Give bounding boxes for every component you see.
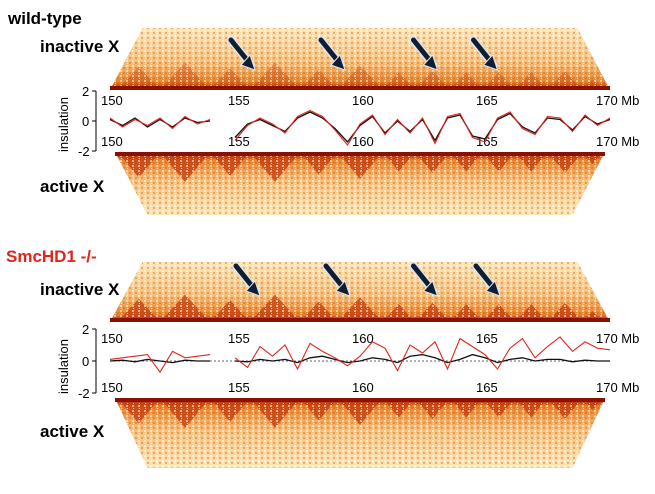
- x-tick-label-bottom: 165: [476, 380, 498, 395]
- arrow-icon: [472, 262, 501, 297]
- contact-map-texture: [110, 262, 610, 322]
- diagonal-band: [110, 86, 610, 90]
- x-tick-label-bottom: 160: [352, 380, 374, 395]
- insulation-track: 2 0 -2 insulation 150 155 160 165 170 Mb…: [56, 322, 639, 401]
- series-line-inactive: [109, 109, 611, 146]
- x-tick-label-bottom: 160: [352, 134, 374, 149]
- x-tick-label-top: 160: [352, 331, 374, 346]
- diagonal-band: [115, 398, 605, 402]
- arrow-icon: [409, 262, 439, 297]
- insulation-lines: [109, 109, 611, 146]
- x-tick-label-top: 160: [352, 93, 374, 108]
- x-tick-label-bottom: 150: [101, 134, 123, 149]
- arrow-icon: [409, 36, 439, 71]
- active-x-label: active X: [40, 177, 105, 196]
- inactive-x-label: inactive X: [40, 37, 120, 56]
- x-tick-label-top: 170 Mb: [596, 331, 639, 346]
- arrow-icon: [227, 36, 256, 71]
- x-tick-label-top: 165: [476, 93, 498, 108]
- arrow-icon: [322, 262, 351, 297]
- heatmap-inactive: [110, 262, 610, 322]
- contact-map-texture: [110, 28, 610, 90]
- y-tick-label: -2: [78, 144, 90, 159]
- panel-title-smchd1: SmcHD1 -/-: [6, 247, 97, 266]
- diagonal-band: [115, 152, 605, 156]
- heatmap-inactive: [110, 28, 610, 90]
- series-line-active: [109, 353, 610, 364]
- y-tick-label: 0: [82, 354, 89, 369]
- y-tick-label: 2: [82, 84, 89, 99]
- x-tick-label-top: 155: [228, 331, 250, 346]
- contact-map-texture: [115, 398, 605, 468]
- arrow-icon: [317, 36, 346, 71]
- y-axis-label: insulation: [56, 97, 71, 152]
- x-tick-label-bottom: 155: [228, 134, 250, 149]
- insulation-lines: [109, 336, 611, 374]
- y-axis-label: insulation: [56, 339, 71, 394]
- arrow-icon: [232, 262, 261, 297]
- x-tick-label-top: 170 Mb: [596, 93, 639, 108]
- x-tick-label-top: 165: [476, 331, 498, 346]
- x-tick-label-bottom: 170 Mb: [596, 134, 639, 149]
- x-tick-label-top: 155: [228, 93, 250, 108]
- heatmap-active: [115, 398, 605, 468]
- insulation-track: 2 0 -2 insulation 150 155 160 165 170 Mb…: [56, 84, 639, 159]
- x-tick-label-top: 150: [101, 93, 123, 108]
- panel-smchd1: SmcHD1 -/- inactive X 2 0 -2 insulation …: [6, 247, 639, 468]
- x-tick-label-top: 150: [101, 331, 123, 346]
- series-line-inactive: [109, 336, 611, 374]
- arrows: [227, 36, 499, 71]
- x-tick-label-bottom: 170 Mb: [596, 380, 639, 395]
- contact-map-texture: [115, 152, 605, 215]
- y-tick-label: 2: [82, 322, 89, 337]
- panel-title-wildtype: wild-type: [7, 9, 82, 28]
- active-x-label: active X: [40, 422, 105, 441]
- diagonal-band: [110, 318, 610, 322]
- arrows: [232, 262, 501, 297]
- track-frame: [98, 91, 610, 151]
- x-tick-label-bottom: 150: [101, 380, 123, 395]
- panel-wildtype: wild-type inactive X 2 0 -2 insulation 1…: [7, 9, 639, 215]
- y-tick-label: 0: [82, 114, 89, 129]
- arrow-icon: [469, 36, 499, 71]
- y-tick-label: -2: [78, 386, 90, 401]
- inactive-x-label: inactive X: [40, 280, 120, 299]
- x-tick-label-bottom: 155: [228, 380, 250, 395]
- heatmap-active: [115, 152, 605, 215]
